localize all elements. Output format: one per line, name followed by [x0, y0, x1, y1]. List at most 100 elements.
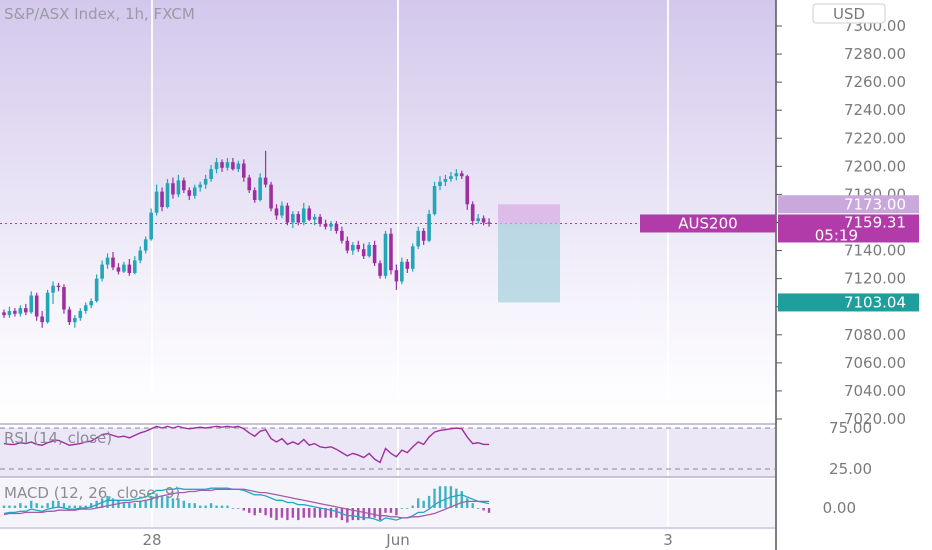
candle-body — [231, 162, 235, 170]
macd-histogram-bar — [242, 508, 245, 511]
candle-body — [89, 301, 93, 306]
macd-histogram-bar — [117, 500, 120, 508]
macd-zero-label: 0.00 — [823, 499, 856, 517]
macd-histogram-bar — [384, 508, 387, 513]
macd-histogram-bar — [411, 505, 414, 508]
macd-histogram-bar — [280, 508, 284, 518]
candle-body — [51, 285, 55, 293]
candle-body — [351, 244, 355, 251]
price-tick-label: 7220.00 — [844, 129, 906, 147]
macd-histogram-bar — [8, 505, 11, 508]
candle-body — [280, 205, 284, 216]
macd-histogram-bar — [482, 508, 485, 511]
macd-histogram-bar — [291, 508, 295, 518]
macd-histogram-bar — [46, 503, 49, 508]
candle-body — [187, 190, 192, 196]
candle-body — [258, 177, 262, 201]
rsi-label: RSI (14, close) — [4, 429, 112, 447]
symbol-tag-label: AUS200 — [678, 214, 737, 232]
macd-histogram-bar — [133, 503, 136, 508]
candle-body — [116, 267, 121, 272]
macd-histogram-bar — [79, 505, 82, 508]
macd-histogram-bar — [427, 495, 431, 508]
candle-body — [24, 308, 28, 313]
candle-body — [318, 216, 322, 224]
macd-histogram-bar — [128, 503, 131, 508]
candle-body — [214, 162, 219, 170]
macd-histogram-bar — [433, 488, 436, 508]
macd-histogram-bar — [182, 500, 186, 508]
candle-body — [122, 264, 126, 272]
macd-histogram-bar — [389, 508, 393, 513]
candle-body — [405, 261, 410, 269]
macd-histogram-bar — [188, 503, 191, 508]
candle-body — [345, 240, 350, 251]
macd-histogram-bar — [400, 508, 404, 509]
macd-histogram-bar — [460, 491, 463, 508]
candle-body — [67, 309, 72, 323]
macd-histogram-bar — [13, 505, 17, 508]
candle-body — [176, 180, 181, 195]
macd-histogram-bar — [166, 495, 169, 508]
time-tick-label: 3 — [663, 531, 673, 549]
candle-body — [94, 278, 99, 302]
macd-histogram-bar — [51, 500, 55, 508]
candle-body — [372, 244, 377, 264]
candle-body — [296, 214, 301, 223]
macd-histogram-bar — [73, 505, 77, 508]
candle-body — [198, 184, 202, 188]
macd-histogram-bar — [329, 508, 333, 518]
macd-histogram-bar — [19, 503, 22, 508]
time-tick-label: Jun — [385, 531, 409, 549]
candle-body — [13, 310, 17, 314]
macd-histogram-bar — [335, 508, 338, 518]
rsi-tick-label: 75.00 — [829, 419, 872, 437]
candle-body — [2, 312, 6, 316]
candle-body — [133, 260, 137, 274]
candle-body — [291, 214, 295, 223]
price-tick-label: 7200.00 — [844, 157, 906, 175]
macd-histogram-bar — [199, 505, 202, 508]
candle-body — [416, 230, 420, 247]
candle-body — [127, 264, 132, 274]
macd-histogram-bar — [68, 505, 71, 508]
candle-body — [400, 261, 404, 282]
macd-histogram-bar — [111, 498, 115, 508]
candle-body — [220, 162, 224, 168]
macd-histogram-bar — [487, 508, 491, 513]
macd-histogram-bar — [351, 508, 354, 521]
candlestick-series — [2, 150, 491, 328]
macd-histogram-bar — [297, 508, 300, 521]
rsi-pane-background — [0, 428, 776, 476]
macd-histogram-bar — [476, 508, 480, 509]
candle-body — [7, 310, 12, 316]
candle-body — [378, 263, 382, 276]
candle-body — [301, 208, 306, 223]
candle-body — [443, 178, 448, 182]
macd-histogram-bar — [149, 495, 153, 508]
price-tag — [778, 195, 919, 214]
candle-body — [45, 292, 50, 323]
candle-body — [171, 183, 175, 195]
macd-histogram-bar — [106, 495, 109, 508]
main-pane-background — [0, 0, 776, 422]
macd-histogram-bar — [144, 500, 147, 508]
macd-histogram-bar — [171, 498, 175, 508]
macd-histogram-bar — [466, 498, 469, 508]
candle-body — [389, 233, 393, 271]
macd-histogram-bar — [122, 503, 126, 508]
candle-body — [138, 250, 143, 261]
macd-histogram-bar — [373, 508, 376, 518]
last-price-tag — [778, 214, 919, 243]
macd-histogram-bar — [406, 508, 409, 509]
macd-histogram-bar — [204, 505, 207, 508]
candle-body — [100, 264, 104, 279]
candle-body — [460, 173, 464, 177]
candle-body — [410, 246, 415, 269]
candle-body — [263, 177, 268, 185]
candle-body — [383, 233, 388, 276]
macd-histogram-bar — [308, 508, 311, 518]
candle-body — [40, 316, 44, 323]
macd-histogram-bar — [226, 505, 229, 508]
